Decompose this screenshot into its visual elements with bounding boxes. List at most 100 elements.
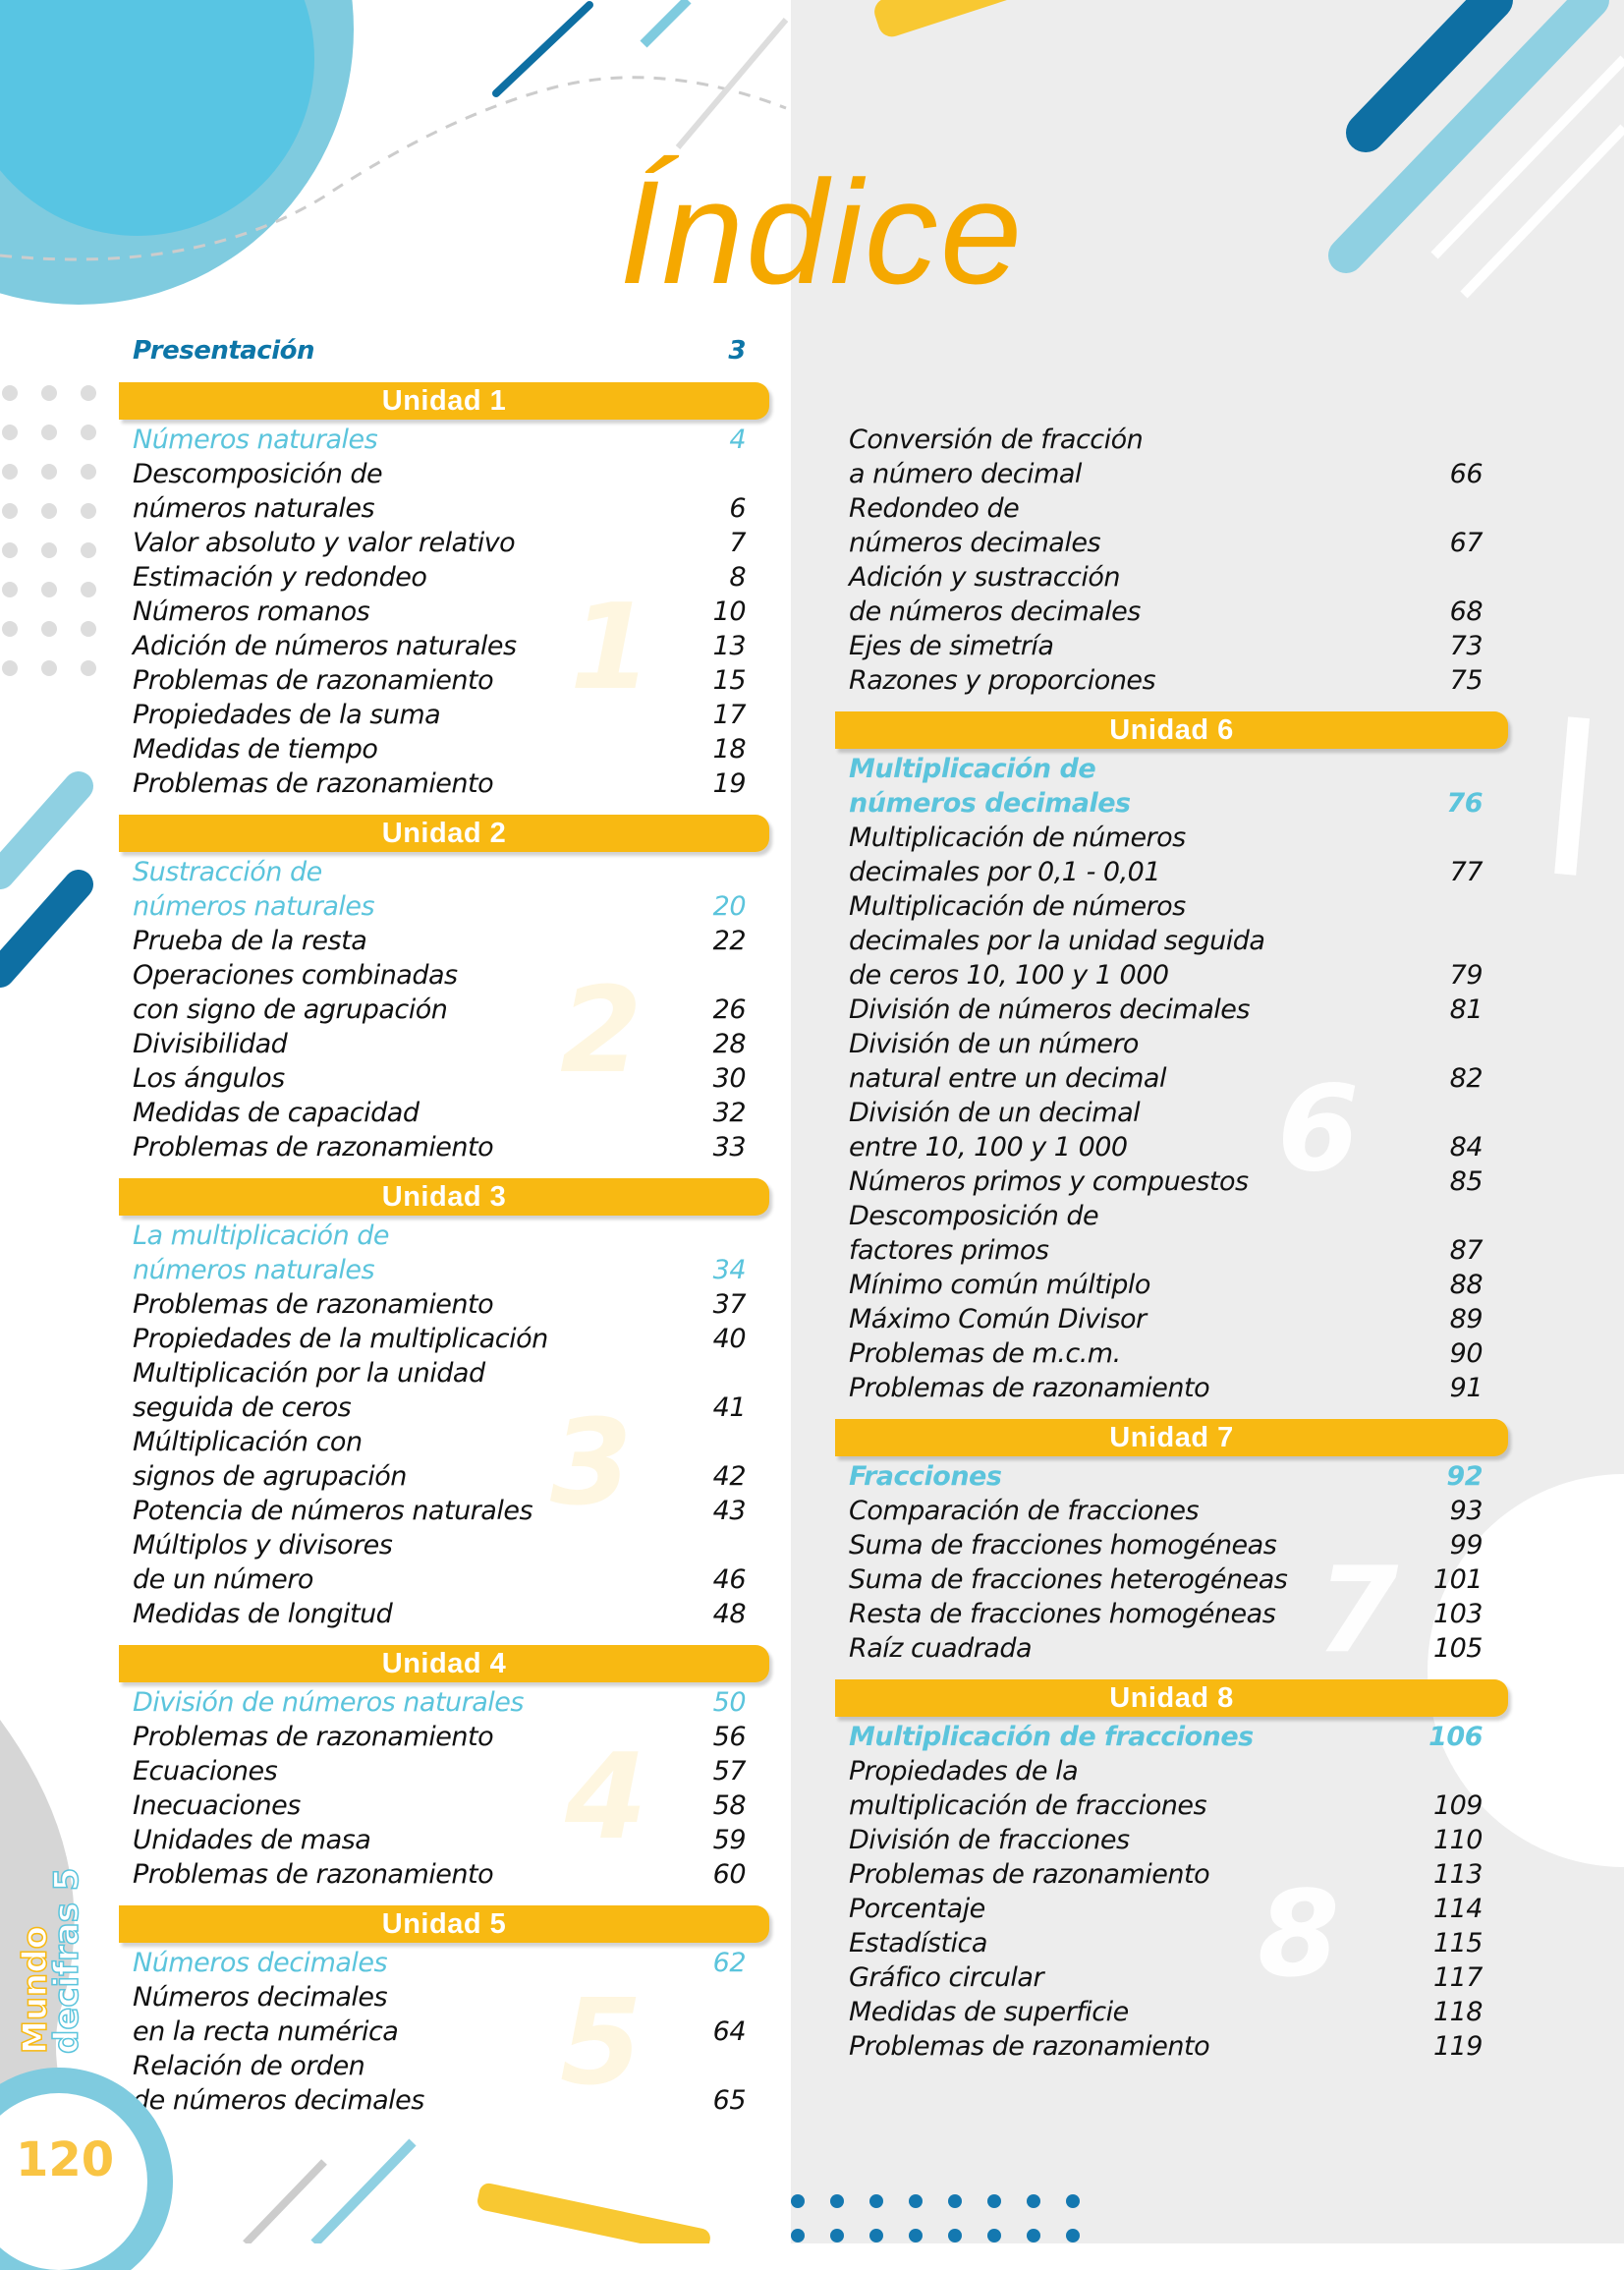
entry-line: Multiplicación de números [835,889,1508,924]
toc-entry[interactable]: Problemas de razonamiento 113 [835,1857,1508,1892]
toc-section-entry[interactable]: Números decimales 62 [119,1946,769,1980]
toc-entry[interactable]: División de un decimal entre 10, 100 y 1 … [835,1096,1508,1164]
toc-section-entry[interactable]: Números naturales 4 [119,423,769,457]
toc-entry[interactable]: Propiedades de la suma 17 [119,698,769,732]
toc-entry[interactable]: Estadística 115 [835,1926,1508,1960]
toc-entry[interactable]: Problemas de m.c.m. 90 [835,1336,1508,1371]
toc-entry[interactable]: Valor absoluto y valor relativo 7 [119,526,769,560]
entry-label: Multiplicación de fracciones [849,1722,1254,1752]
toc-entry[interactable]: Multiplicación por la unidad seguida de c… [119,1356,769,1425]
entry-line: números decimales 67 [835,526,1508,560]
toc-entry[interactable]: Potencia de números naturales 43 [119,1494,769,1528]
toc-entry[interactable]: Medidas de tiempo 18 [119,732,769,766]
toc-entry[interactable]: Adición y sustracción de números decimale… [835,560,1508,629]
toc-entry[interactable]: Porcentaje 114 [835,1892,1508,1926]
toc-entry[interactable]: Conversión de fracción a número decimal 66 [835,423,1508,491]
toc-entry[interactable]: Redondeo de números decimales 67 [835,491,1508,560]
toc-entry[interactable]: Números decimales en la recta numérica 64 [119,1980,769,2049]
toc-section-entry[interactable]: Multiplicación de fracciones 106 [835,1720,1508,1754]
entry-label: Unidades de masa [133,1825,371,1855]
toc-entry[interactable]: Problemas de razonamiento 15 [119,663,769,698]
entry-line: Redondeo de [835,491,1508,526]
entry-line: Operaciones combinadas [119,958,769,993]
toc-section-entry[interactable]: Fracciones 92 [835,1459,1508,1494]
entry-line: Propiedades de la suma 17 [119,698,769,732]
entry-page: 64 [712,2016,747,2047]
toc-entry-presentation[interactable]: Presentación 3 [119,334,769,369]
toc-entry[interactable]: Suma de fracciones heterogéneas 101 [835,1562,1508,1597]
toc-entry[interactable]: Descomposición de números naturales 6 [119,457,769,526]
toc-entry[interactable]: Unidades de masa 59 [119,1823,769,1857]
entry-line: Estimación y redondeo 8 [119,560,769,595]
entry-label: Máximo Común Divisor [849,1304,1147,1334]
toc-entry[interactable]: Problemas de razonamiento 119 [835,2029,1508,2064]
entry-page: 56 [712,1722,747,1752]
entry-label: Relación de orden [133,2051,365,2081]
toc-section-entry[interactable]: Multiplicación de números decimales 76 [835,752,1508,821]
toc-section-entry[interactable]: Sustracción de números naturales 20 [119,855,769,924]
toc-entry[interactable]: Múltiplos y divisores de un número 46 [119,1528,769,1597]
entry-line: a número decimal 66 [835,457,1508,491]
entry-label: multiplicación de fracciones [849,1790,1207,1821]
toc-entry[interactable]: División de un número natural entre un de… [835,1027,1508,1096]
entry-page: 26 [712,994,747,1025]
toc-entry[interactable]: Problemas de razonamiento 91 [835,1371,1508,1405]
toc-entry[interactable]: Máximo Común Divisor 89 [835,1302,1508,1336]
entry-label: Resta de fracciones homogéneas [849,1599,1276,1629]
toc-entry[interactable]: Medidas de superficie 118 [835,1995,1508,2029]
entry-label: a número decimal [849,459,1082,489]
toc-entry[interactable]: Operaciones combinadas con signo de agrup… [119,958,769,1027]
entry-line: División de números naturales 50 [119,1685,769,1720]
toc-entry[interactable]: Adición de números naturales 13 [119,629,769,663]
toc-entry[interactable]: Divisibilidad 28 [119,1027,769,1061]
toc-entry[interactable]: Problemas de razonamiento 19 [119,766,769,801]
toc-entry[interactable]: Propiedades de la multiplicación de fracc… [835,1754,1508,1823]
entry-label: Propiedades de la multiplicación [133,1324,548,1354]
entry-label: Problemas de razonamiento [849,2031,1210,2062]
entry-label: Multiplicación por la unidad [133,1358,485,1389]
toc-entry[interactable]: División de números decimales 81 [835,993,1508,1027]
toc-entry[interactable]: Problemas de razonamiento 56 [119,1720,769,1754]
entry-line: Relación de orden [119,2049,769,2083]
toc-entry[interactable]: Raíz cuadrada 105 [835,1631,1508,1666]
toc-entry[interactable]: Medidas de longitud 48 [119,1597,769,1631]
toc-entry[interactable]: Propiedades de la multiplicación 40 [119,1322,769,1356]
entry-page: 79 [1449,960,1484,991]
entry-line: decimales por 0,1 - 0,01 77 [835,855,1508,889]
toc-entry[interactable]: Multiplicación de números decimales por 0… [835,821,1508,889]
toc-entry[interactable]: Inecuaciones 58 [119,1788,769,1823]
toc-entry[interactable]: Múltiplicación con signos de agrupación 42 [119,1425,769,1494]
entry-page: 77 [1449,857,1484,887]
toc-entry[interactable]: Relación de orden de números decimales 65 [119,2049,769,2118]
unit-header: Unidad 1 [119,382,769,420]
toc-entry[interactable]: Los ángulos 30 [119,1061,769,1096]
toc-entry[interactable]: Números romanos 10 [119,595,769,629]
toc-entry[interactable]: Descomposición de factores primos 87 [835,1199,1508,1268]
toc-entry[interactable]: Comparación de fracciones 93 [835,1494,1508,1528]
toc-entry[interactable]: Multiplicación de números decimales por l… [835,889,1508,993]
entry-line: Propiedades de la multiplicación 40 [119,1322,769,1356]
entry-page: 57 [712,1756,747,1787]
entry-line: Máximo Común Divisor 89 [835,1302,1508,1336]
entry-label: signos de agrupación [133,1461,407,1492]
toc-entry[interactable]: Problemas de razonamiento 37 [119,1287,769,1322]
toc-entry[interactable]: Suma de fracciones homogéneas 99 [835,1528,1508,1562]
entry-line: División de un decimal [835,1096,1508,1130]
toc-entry[interactable]: Mínimo común múltiplo 88 [835,1268,1508,1302]
toc-entry[interactable]: Números primos y compuestos 85 [835,1164,1508,1199]
toc-section-entry[interactable]: La multiplicación de números naturales 34 [119,1219,769,1287]
toc-entry[interactable]: Gráfico circular 117 [835,1960,1508,1995]
toc-entry[interactable]: Ejes de simetría 73 [835,629,1508,663]
entry-page: 34 [712,1255,747,1285]
entry-label: Números romanos [133,596,370,627]
toc-entry[interactable]: División de fracciones 110 [835,1823,1508,1857]
toc-entry[interactable]: Problemas de razonamiento 60 [119,1857,769,1892]
toc-entry[interactable]: Ecuaciones 57 [119,1754,769,1788]
toc-entry[interactable]: Problemas de razonamiento 33 [119,1130,769,1164]
toc-entry[interactable]: Prueba de la resta 22 [119,924,769,958]
toc-entry[interactable]: Razones y proporciones 75 [835,663,1508,698]
toc-entry[interactable]: Estimación y redondeo 8 [119,560,769,595]
toc-entry[interactable]: Resta de fracciones homogéneas 103 [835,1597,1508,1631]
toc-section-entry[interactable]: División de números naturales 50 [119,1685,769,1720]
toc-entry[interactable]: Medidas de capacidad 32 [119,1096,769,1130]
